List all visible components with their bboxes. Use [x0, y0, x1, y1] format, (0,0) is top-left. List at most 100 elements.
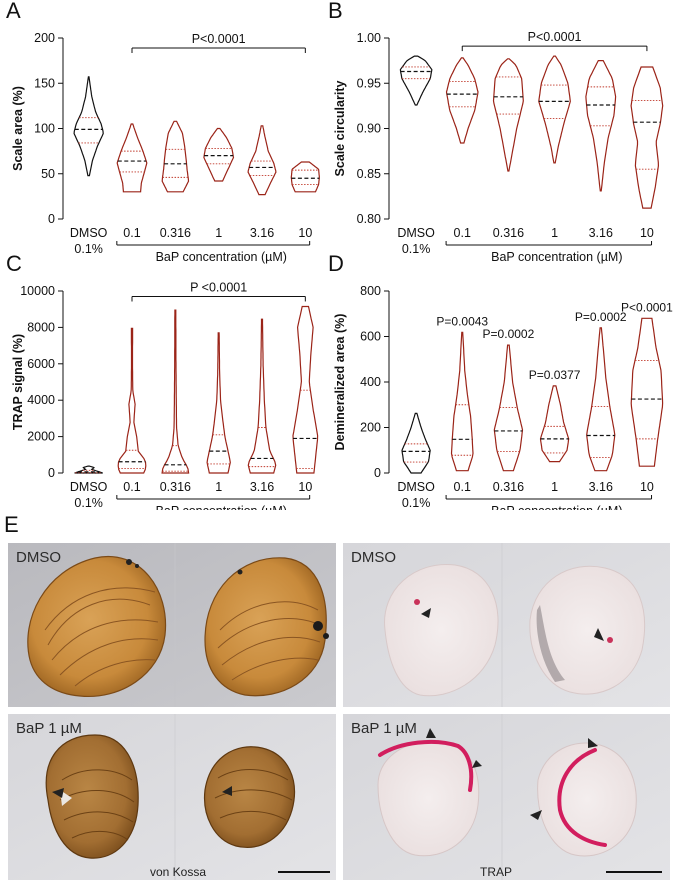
violin-1: [117, 327, 147, 474]
violin-4: [585, 60, 617, 192]
x-tick-label: 0.316: [160, 226, 191, 240]
panel-letter: C: [6, 251, 22, 276]
label-dmso-trap: DMSO: [351, 549, 396, 566]
x-tick-label: 3.16: [250, 226, 274, 240]
pvalue-label: P=0.0002: [575, 310, 627, 324]
y-tick-label: 1.00: [357, 31, 381, 45]
violin-3: [206, 332, 231, 474]
violin-4: [247, 125, 277, 196]
pvalue-label: P=0.0043: [436, 314, 488, 328]
panel-letter: B: [328, 0, 343, 23]
x-tick-label: 0.1: [123, 480, 140, 494]
panel-e-letter: E: [4, 512, 19, 537]
panel-letter: A: [6, 0, 21, 23]
y-tick-label: 0: [48, 466, 55, 480]
y-tick-label: 100: [34, 122, 55, 136]
y-axis-label: Scale area (%): [11, 86, 25, 171]
x-tick-label: 0.1%: [402, 242, 431, 256]
image-dmso-von-kossa: DMSO: [8, 543, 336, 707]
x-tick-label: 1: [551, 480, 558, 494]
label-bap-von-kossa: BaP 1 µM: [16, 720, 82, 737]
y-tick-label: 50: [41, 167, 55, 181]
y-tick-label: 6000: [27, 357, 55, 371]
x-axis-label: BaP concentration (µM): [491, 504, 622, 510]
violin-0: [73, 76, 104, 177]
x-tick-label: 10: [640, 226, 654, 240]
image-bap-von-kossa: BaP 1 µM von Kossa: [8, 714, 336, 880]
x-tick-label: 0.1%: [74, 496, 103, 510]
image-dmso-trap: DMSO: [343, 543, 670, 707]
x-axis-label: BaP concentration (µM): [156, 504, 287, 510]
panel-c: C 0 2000 4000 6000 8000 10000 TRAP signal (%) DM…: [6, 251, 319, 510]
y-tick-label: 200: [360, 421, 381, 435]
significance-label: P <0.0001: [190, 280, 247, 294]
violin-2: [161, 309, 190, 474]
x-tick-label: DMSO: [70, 480, 108, 494]
caption-von-kossa: von Kossa: [150, 865, 206, 879]
panel-b: B 0.80 0.85 0.90 0.95 1.00 Scale circularity DM…: [328, 0, 664, 264]
violin-3: [203, 127, 235, 182]
y-tick-label: 0.95: [357, 76, 381, 90]
pvalue-label: P=0.0002: [483, 327, 535, 341]
y-tick-label: 600: [360, 330, 381, 344]
x-tick-label: 0.1: [454, 480, 471, 494]
violin-5: [292, 305, 319, 474]
y-tick-label: 8000: [27, 320, 55, 334]
violin-4: [247, 318, 277, 474]
x-tick-label: 3.16: [589, 480, 613, 494]
x-tick-label: 1: [551, 226, 558, 240]
significance-label: P<0.0001: [192, 32, 246, 46]
y-tick-label: 0: [374, 466, 381, 480]
y-tick-label: 800: [360, 284, 381, 298]
y-tick-label: 200: [34, 31, 55, 45]
x-tick-label: 3.16: [250, 480, 274, 494]
violin-1: [116, 123, 148, 193]
x-tick-label: 0.316: [493, 226, 524, 240]
x-tick-label: 1: [215, 480, 222, 494]
x-tick-label: 10: [640, 480, 654, 494]
violin-1: [450, 331, 474, 472]
y-tick-label: 400: [360, 375, 381, 389]
violin-2: [492, 58, 524, 172]
violin-1: [445, 57, 479, 144]
violin-2: [493, 344, 524, 472]
y-tick-label: 0: [48, 212, 55, 226]
x-tick-label: 0.316: [493, 480, 524, 494]
x-tick-label: DMSO: [70, 226, 108, 240]
x-tick-label: 0.316: [160, 480, 191, 494]
x-axis-label: BaP concentration (µM): [491, 250, 622, 264]
panel-letter: D: [328, 251, 344, 276]
x-tick-label: 10: [298, 226, 312, 240]
x-tick-label: 0.1: [123, 226, 140, 240]
panel-d: D 0 200 400 600 800 Demineralized area (%) DMSO…: [328, 251, 673, 510]
x-tick-label: 10: [298, 480, 312, 494]
x-tick-label: 0.1%: [402, 496, 431, 510]
violin-0: [401, 412, 431, 474]
x-tick-label: DMSO: [397, 226, 435, 240]
x-tick-label: DMSO: [397, 480, 435, 494]
violin-5: [630, 317, 664, 467]
x-tick-label: 1: [215, 226, 222, 240]
pvalue-label: P=0.0377: [529, 368, 581, 382]
y-tick-label: 0.90: [357, 122, 381, 136]
y-tick-label: 2000: [27, 430, 55, 444]
violin-4: [586, 327, 616, 472]
y-axis-label: TRAP signal (%): [11, 334, 25, 430]
violin-5: [290, 161, 320, 193]
y-tick-label: 150: [34, 76, 55, 90]
y-tick-label: 0.80: [357, 212, 381, 226]
x-tick-label: 3.16: [589, 226, 613, 240]
violin-2: [161, 120, 190, 193]
violin-5: [630, 66, 664, 209]
violin-3: [538, 55, 571, 164]
violin-0: [399, 55, 433, 106]
image-bap-trap: BaP 1 µM TRAP: [343, 714, 670, 880]
violin-0: [74, 465, 103, 474]
panel-a: A 0 50 100 150 200 Scale area (%) DMSO 0.1% 0.1 0.…: [6, 0, 320, 264]
y-tick-label: 10000: [20, 284, 55, 298]
x-tick-label: 0.1%: [74, 242, 103, 256]
panel-e-micrographs: E DMSO DMSO: [0, 510, 678, 881]
x-tick-label: 0.1: [454, 226, 471, 240]
violin-3: [539, 385, 570, 463]
